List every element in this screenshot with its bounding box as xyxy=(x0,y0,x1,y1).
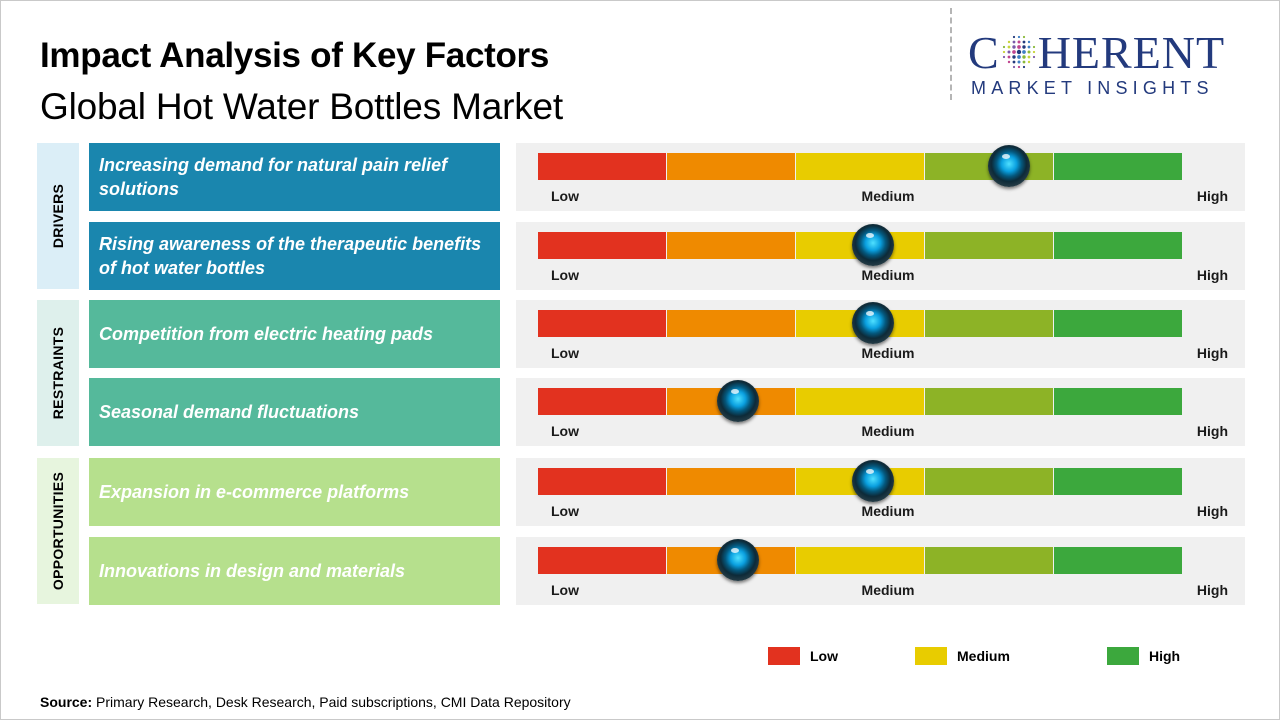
factor-box: Increasing demand for natural pain relie… xyxy=(89,143,500,211)
gauge-segment xyxy=(1054,153,1182,180)
gauge-segment xyxy=(796,547,924,574)
gauge-segment xyxy=(538,388,666,415)
legend-item-low: Low xyxy=(768,647,838,665)
gauge-segment xyxy=(538,468,666,495)
gauge-segment xyxy=(1054,310,1182,337)
impact-marker-icon xyxy=(852,302,895,344)
gauge-label-high: High xyxy=(1196,188,1228,204)
factor-box: Competition from electric heating pads xyxy=(89,300,500,368)
legend-swatch xyxy=(915,647,947,665)
gauge-segment xyxy=(1054,468,1182,495)
legend-item-medium: Medium xyxy=(915,647,1010,665)
gauge-segment xyxy=(538,310,666,337)
category-drivers: DRIVERS xyxy=(37,143,79,289)
factor-text: Seasonal demand fluctuations xyxy=(99,402,360,422)
impact-gauge: Low Medium High xyxy=(516,458,1245,526)
gauge-label-low: Low xyxy=(551,582,579,598)
gauge-label-medium: Medium xyxy=(861,267,915,283)
gauge-segment xyxy=(925,310,1053,337)
impact-marker-icon xyxy=(987,145,1030,187)
gauge-segment xyxy=(538,153,666,180)
gauge-segment xyxy=(1054,547,1182,574)
gauge-segment xyxy=(796,153,924,180)
logo-divider xyxy=(950,8,952,100)
gauge-label-high: High xyxy=(1196,267,1228,283)
gauge-label-medium: Medium xyxy=(861,345,915,361)
legend-label: High xyxy=(1149,648,1181,664)
factor-box: Innovations in design and materials xyxy=(89,537,500,605)
factor-text: Competition from electric heating pads xyxy=(99,324,434,344)
logo-globe-icon xyxy=(1002,35,1035,69)
gauge-segment xyxy=(667,232,795,259)
legend-swatch xyxy=(1107,647,1139,665)
gauge-segment xyxy=(1054,232,1182,259)
logo-tagline: MARKET INSIGHTS xyxy=(971,78,1214,98)
gauge-label-medium: Medium xyxy=(861,503,915,519)
gauge-segment xyxy=(1054,388,1182,415)
gauge-label-low: Low xyxy=(551,423,579,439)
gauge-label-medium: Medium xyxy=(861,423,915,439)
gauge-label-low: Low xyxy=(551,188,579,204)
gauge-label-high: High xyxy=(1196,423,1228,439)
impact-marker-icon xyxy=(716,380,759,422)
legend-swatch xyxy=(768,647,800,665)
factor-box: Rising awareness of the therapeutic bene… xyxy=(89,222,500,290)
gauge-segment xyxy=(667,153,795,180)
gauge-segment xyxy=(925,468,1053,495)
category-opportunities: OPPORTUNITIES xyxy=(37,458,79,604)
impact-gauge: Low Medium High xyxy=(516,143,1245,211)
gauge-segment xyxy=(667,310,795,337)
gauge-label-high: High xyxy=(1196,503,1228,519)
page-subtitle: Global Hot Water Bottles Market xyxy=(40,86,563,127)
gauge-segment xyxy=(925,388,1053,415)
gauge-label-medium: Medium xyxy=(861,582,915,598)
factor-text: Innovations in design and materials xyxy=(99,561,406,581)
category-label: OPPORTUNITIES xyxy=(50,471,66,591)
gauge-segment xyxy=(667,468,795,495)
gauge-segment xyxy=(925,232,1053,259)
page-title: Impact Analysis of Key Factors xyxy=(40,36,550,75)
factor-box: Seasonal demand fluctuations xyxy=(89,378,500,446)
factor-text: Rising awareness of the therapeutic bene… xyxy=(99,234,482,278)
category-restraints: RESTRAINTS xyxy=(37,300,79,446)
logo-letters-rest: HERENT xyxy=(1037,27,1226,78)
impact-marker-icon xyxy=(852,224,895,266)
gauge-segment xyxy=(538,232,666,259)
gauge-label-low: Low xyxy=(551,267,579,283)
factor-text: Increasing demand for natural pain relie… xyxy=(99,155,448,199)
impact-gauge: Low Medium High xyxy=(516,537,1245,605)
legend-label: Medium xyxy=(957,648,1010,664)
gauge-segment xyxy=(538,547,666,574)
impact-marker-icon xyxy=(716,539,759,581)
category-label: RESTRAINTS xyxy=(50,326,66,420)
source-note: Source: Primary Research, Desk Research,… xyxy=(40,694,571,710)
impact-gauge: Low Medium High xyxy=(516,300,1245,368)
factor-text: Expansion in e-commerce platforms xyxy=(99,482,410,502)
source-text: Primary Research, Desk Research, Paid su… xyxy=(96,694,571,710)
gauge-label-high: High xyxy=(1196,345,1228,361)
gauge-label-medium: Medium xyxy=(861,188,915,204)
factor-box: Expansion in e-commerce platforms xyxy=(89,458,500,526)
impact-gauge: Low Medium High xyxy=(516,378,1245,446)
gauge-label-low: Low xyxy=(551,503,579,519)
source-label: Source: xyxy=(40,694,93,710)
impact-gauge: Low Medium High xyxy=(516,222,1245,290)
legend-item-high: High xyxy=(1107,647,1180,665)
gauge-label-high: High xyxy=(1196,582,1228,598)
category-label: DRIVERS xyxy=(50,183,66,249)
impact-marker-icon xyxy=(852,460,895,502)
company-logo: C HERENT xyxy=(968,30,1225,76)
gauge-segment xyxy=(925,547,1053,574)
gauge-segment xyxy=(796,388,924,415)
legend-label: Low xyxy=(810,648,838,664)
logo-letter-c: C xyxy=(968,27,1000,78)
gauge-label-low: Low xyxy=(551,345,579,361)
